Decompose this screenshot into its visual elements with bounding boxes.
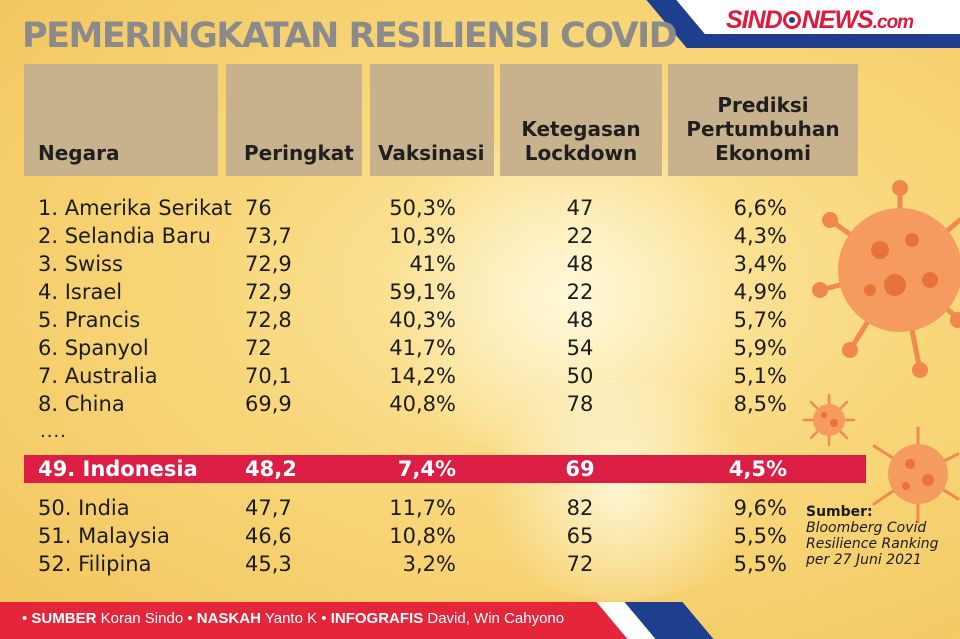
vaccination-rate: 50,3%	[389, 196, 456, 220]
header-vaksinasi: Vaksinasi	[370, 64, 494, 176]
country-name: 4. Israel	[38, 280, 123, 304]
growth-forecast: 5,5%	[733, 552, 787, 576]
credit-infografis: David, Win Cahyono	[427, 610, 565, 627]
vaccination-rate: 11,7%	[389, 496, 456, 520]
country-name: 49. Indonesia	[38, 457, 198, 481]
country-name: 8. China	[38, 392, 125, 416]
rank-score: 46,6	[245, 524, 292, 548]
vaccination-rate: 10,3%	[389, 224, 456, 248]
vaccination-rate: 41,7%	[389, 336, 456, 360]
credit-naskah-label: NASKAH	[196, 610, 261, 627]
header-ekonomi-label: Prediksi Pertumbuhan Ekonomi	[686, 93, 840, 165]
lockdown-score: 48	[566, 252, 594, 276]
rank-score: 70,1	[245, 364, 292, 388]
vaccination-rate: 3,2%	[402, 552, 456, 576]
header-lockdown-label: Ketegasan Lockdown	[521, 117, 641, 165]
virus-illustration-medium	[872, 426, 960, 524]
country-name: 1. Amerika Serikat	[38, 196, 232, 220]
growth-forecast: 5,7%	[733, 308, 787, 332]
vaccination-rate: 14,2%	[389, 364, 456, 388]
source-label: Sumber:	[806, 504, 873, 520]
header-lockdown: Ketegasan Lockdown	[500, 64, 662, 176]
source-text: Bloomberg Covid Resilience Ranking per 2…	[806, 520, 939, 568]
growth-forecast: 9,6%	[733, 496, 787, 520]
rank-score: 48,2	[245, 457, 297, 481]
country-name: 2. Selandia Baru	[38, 224, 211, 248]
lockdown-score: 48	[566, 308, 594, 332]
country-name: 52. Filipina	[38, 552, 152, 576]
highlight-bar	[24, 455, 866, 483]
rank-score: 72,9	[245, 252, 292, 276]
background-glow	[470, 380, 770, 600]
growth-forecast: 6,6%	[733, 196, 787, 220]
lockdown-score: 69	[565, 457, 595, 481]
footer-bar	[0, 602, 674, 639]
rank-score: 76	[245, 196, 272, 220]
growth-forecast: 8,5%	[733, 392, 787, 416]
source-note: Sumber: Bloomberg Covid Resilience Ranki…	[806, 504, 939, 568]
country-name: 51. Malaysia	[38, 524, 170, 548]
lockdown-score: 22	[566, 280, 594, 304]
growth-forecast: 4,3%	[733, 224, 787, 248]
rank-score: 72,8	[245, 308, 292, 332]
header-negara: Negara	[24, 64, 218, 176]
credits: • SUMBER Koran Sindo • NASKAH Yanto K • …	[22, 610, 565, 627]
credit-sumber: Koran Sindo	[100, 610, 184, 627]
lockdown-score: 82	[566, 496, 594, 520]
lockdown-score: 78	[566, 392, 594, 416]
lockdown-score: 22	[566, 224, 594, 248]
vaccination-rate: 41%	[409, 252, 456, 276]
vaccination-rate: 40,8%	[389, 392, 456, 416]
country-name: 6. Spanyol	[38, 336, 149, 360]
country-name: 5. Prancis	[38, 308, 141, 332]
header-vaksinasi-label: Vaksinasi	[378, 141, 485, 165]
header-peringkat-label: Peringkat	[244, 141, 354, 165]
rank-score: 47,7	[245, 496, 292, 520]
growth-forecast: 3,4%	[733, 252, 787, 276]
lockdown-score: 50	[566, 364, 594, 388]
header-ekonomi: Prediksi Pertumbuhan Ekonomi	[668, 64, 858, 176]
vaccination-rate: 59,1%	[389, 280, 456, 304]
growth-forecast: 5,1%	[733, 364, 787, 388]
lockdown-score: 72	[566, 552, 594, 576]
credit-sumber-label: SUMBER	[31, 610, 97, 627]
country-name: 7. Australia	[38, 364, 158, 388]
lockdown-score: 47	[566, 196, 594, 220]
header-negara-label: Negara	[38, 141, 120, 165]
growth-forecast: 5,5%	[733, 524, 787, 548]
header-peringkat: Peringkat	[226, 64, 362, 176]
vaccination-rate: 40,3%	[389, 308, 456, 332]
credit-naskah: Yanto K	[264, 610, 318, 627]
vaccination-rate: 7,4%	[397, 457, 456, 481]
virus-illustration-large	[812, 180, 960, 378]
rank-score: 72	[245, 336, 272, 360]
country-name: 3. Swiss	[38, 252, 123, 276]
rank-score: 73,7	[245, 224, 292, 248]
rank-score: 69,9	[245, 392, 292, 416]
sindonews-logo: SIND NEWS.com	[726, 6, 914, 34]
page-title: PEMERINGKATAN RESILIENSI COVID	[22, 16, 678, 56]
rank-score: 45,3	[245, 552, 292, 576]
ellipsis: ....	[40, 421, 67, 442]
growth-forecast: 4,5%	[728, 457, 787, 481]
rank-score: 72,9	[245, 280, 292, 304]
lockdown-score: 54	[566, 336, 594, 360]
credit-infografis-label: INFOGRAFIS	[330, 610, 424, 627]
growth-forecast: 5,9%	[733, 336, 787, 360]
lockdown-score: 65	[566, 524, 594, 548]
vaccination-rate: 10,8%	[389, 524, 456, 548]
growth-forecast: 4,9%	[733, 280, 787, 304]
virus-illustration-small	[802, 393, 856, 447]
country-name: 50. India	[38, 496, 130, 520]
